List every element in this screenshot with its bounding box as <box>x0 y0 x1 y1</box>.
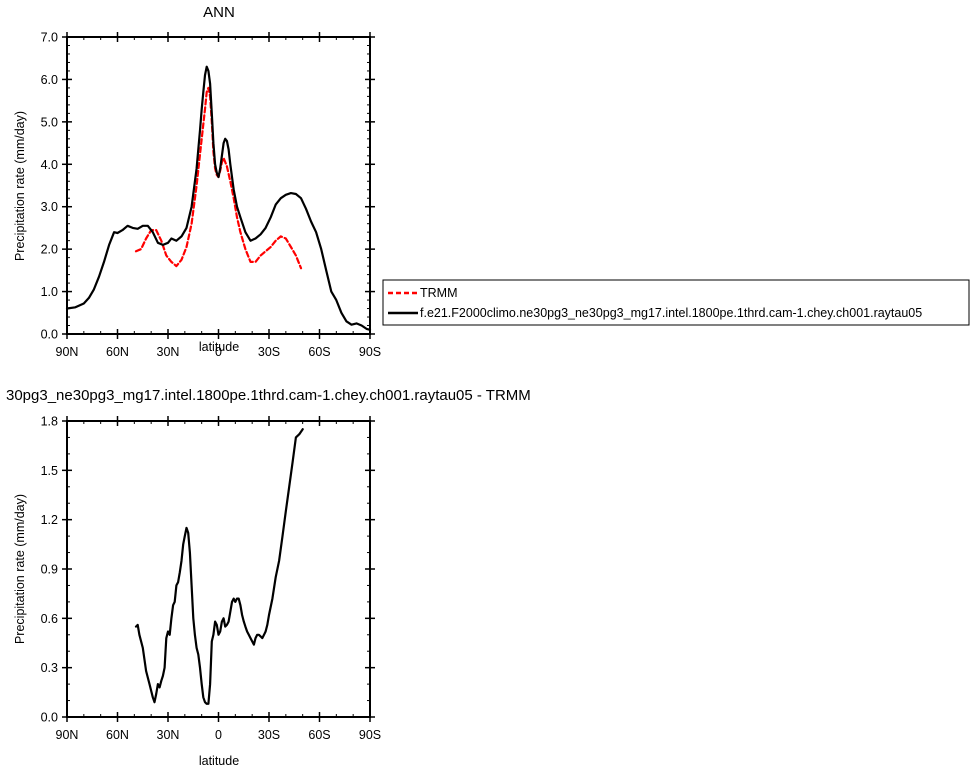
panel2-ytick-label: 1.2 <box>41 513 58 527</box>
panel1-ytick-label: 3.0 <box>41 200 58 214</box>
panel1-ytick-label: 1.0 <box>41 285 58 299</box>
panel1-ytick-label: 5.0 <box>41 115 58 129</box>
panel2-xtick-label: 60S <box>308 728 330 742</box>
panel2-series-0-line <box>134 428 304 705</box>
panel2-xtick-label: 90N <box>56 728 79 742</box>
panel2-xtick-label: 30S <box>258 728 280 742</box>
panel2-frame <box>66 420 371 718</box>
panel1-ytick-label: 4.0 <box>41 158 58 172</box>
panel1-xtick-label: 60S <box>308 345 330 359</box>
legend-label-model: f.e21.F2000climo.ne30pg3_ne30pg3_mg17.in… <box>420 306 922 320</box>
panel1-xtick-label: 0 <box>215 345 222 359</box>
panel1-xtick-label: 30N <box>157 345 180 359</box>
panel1-xtick-label: 30S <box>258 345 280 359</box>
panel-annual-precip: ANN 0.0 1.0 2.0 3.0 4.0 5.0 6.0 7.0 90N 60N 30N 0 3… <box>13 4 381 359</box>
panel2-ytick-label: 1.8 <box>41 415 58 429</box>
panel1-xtick-label: 90S <box>359 345 381 359</box>
panel2-ylabel: Precipitation rate (mm/day) <box>13 494 27 644</box>
panel2-ytick-label: 0.3 <box>41 661 58 675</box>
panel-difference: 30pg3_ne30pg3_mg17.intel.1800pe.1thrd.ca… <box>6 387 531 768</box>
panel2-ytick-label: 0.0 <box>41 711 58 725</box>
panel1-series-1-line <box>65 65 372 331</box>
panel1-ytick-label: 0.0 <box>41 328 58 342</box>
panel2-ytick-label: 0.6 <box>41 612 58 626</box>
panel1-xtick-label: 90N <box>56 345 79 359</box>
panel2-xtick-label: 0 <box>215 728 222 742</box>
legend-label-trmm: TRMM <box>420 286 458 300</box>
panel2-xlabel: latitude <box>199 754 239 768</box>
panel2-ytick-label: 0.9 <box>41 563 58 577</box>
legend-box <box>382 279 970 326</box>
panel1-ytick-label: 7.0 <box>41 31 58 45</box>
panel1-frame <box>66 36 371 335</box>
panel1-ytick-label: 2.0 <box>41 243 58 257</box>
legend: TRMM f.e21.F2000climo.ne30pg3_ne30pg3_mg… <box>382 279 970 326</box>
panel2-xtick-label: 90S <box>359 728 381 742</box>
panel2-xtick-label: 60N <box>106 728 129 742</box>
panel2-title: 30pg3_ne30pg3_mg17.intel.1800pe.1thrd.ca… <box>6 387 531 404</box>
panel1-ylabel: Precipitation rate (mm/day) <box>13 111 27 261</box>
panel2-ytick-label: 1.5 <box>41 464 58 478</box>
panel1-ytick-label: 6.0 <box>41 73 58 87</box>
panel1-title: ANN <box>203 4 235 21</box>
panel1-xtick-label: 60N <box>106 345 129 359</box>
panel1-xlabel: latitude <box>199 340 239 354</box>
panel2-xtick-label: 30N <box>157 728 180 742</box>
